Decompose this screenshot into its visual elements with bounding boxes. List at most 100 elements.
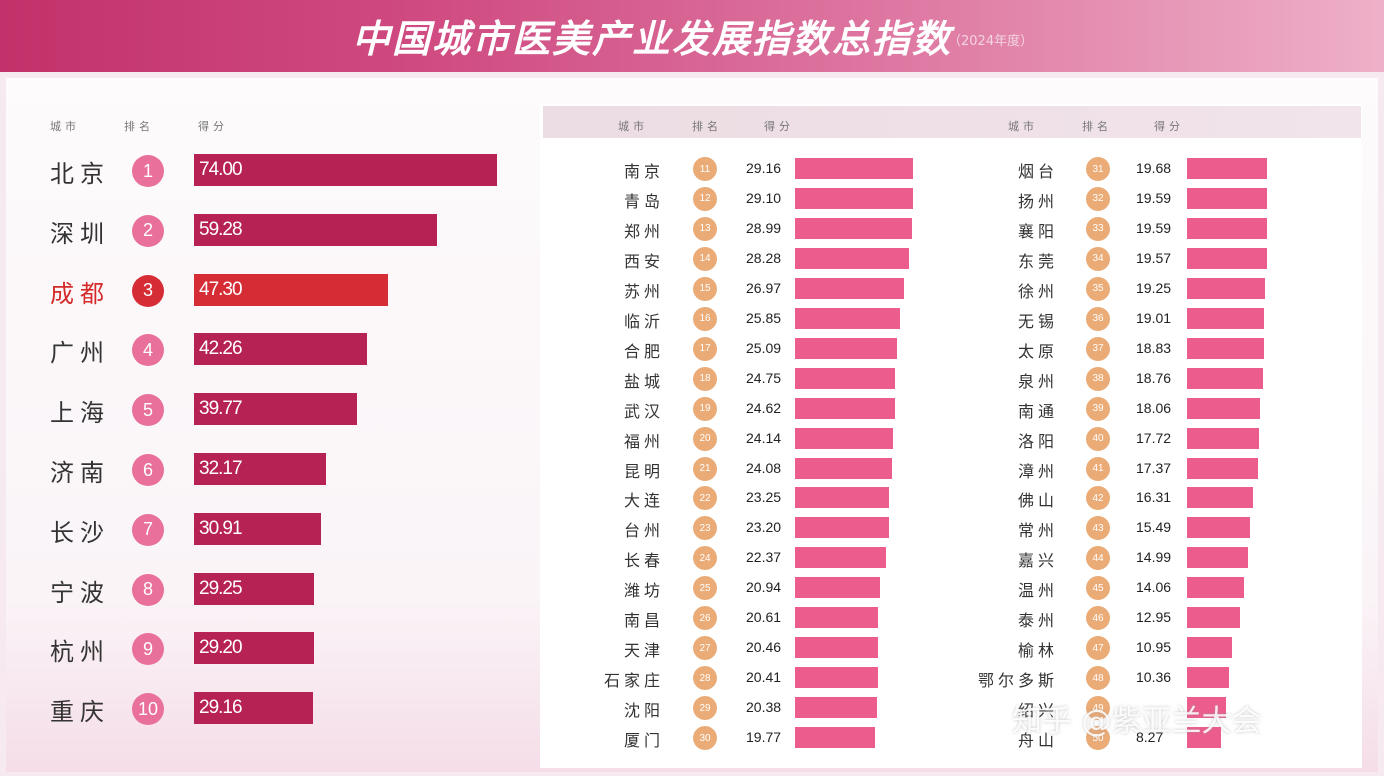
left-header-rank: 排名 — [124, 120, 154, 133]
value-label: 23.25 — [746, 489, 782, 506]
rank-badge: 16 — [693, 306, 717, 331]
city-label: 成都 — [50, 279, 110, 308]
city-label: 石家庄 — [603, 671, 664, 691]
rank-badge: 15 — [693, 276, 717, 301]
city-label: 南通 — [1017, 401, 1058, 421]
rank-badge: 23 — [693, 516, 717, 541]
value-label: 28.99 — [746, 219, 782, 236]
value-label: 19.68 — [1136, 160, 1172, 176]
value-bar — [795, 307, 900, 329]
rank-badge: 43 — [1086, 516, 1110, 541]
value-bar — [1187, 337, 1264, 359]
value-label: 24.14 — [746, 429, 782, 446]
value-bar — [194, 692, 314, 725]
value-label: 20.41 — [746, 669, 782, 686]
value-label: 10.36 — [1136, 669, 1172, 686]
value-label: 14.06 — [1136, 579, 1172, 596]
rank-badge: 48 — [1086, 666, 1110, 691]
value-label: 19.57 — [1136, 249, 1172, 266]
city-label: 烟台 — [1017, 162, 1058, 181]
value-bar — [795, 187, 913, 209]
value-bar — [1187, 457, 1258, 479]
value-label: 47.30 — [199, 278, 243, 300]
value-bar — [194, 154, 497, 186]
city-label: 郑州 — [623, 221, 664, 241]
left-header-score: 得分 — [198, 120, 228, 133]
city-label: 盐城 — [623, 371, 664, 391]
value-bar — [1187, 158, 1267, 179]
city-label: 杭州 — [50, 638, 110, 667]
rank-badge: 40 — [1086, 426, 1110, 451]
page-subtitle: （2024年度） — [948, 34, 1034, 49]
city-label: 徐州 — [1017, 281, 1058, 301]
value-bar — [194, 453, 326, 485]
city-label: 广州 — [50, 339, 110, 368]
page-title: 中国城市医美产业发展指数总指数 — [352, 17, 953, 61]
right-header-score: 得分 — [1154, 120, 1184, 133]
value-bar — [1187, 607, 1240, 629]
rank-badge: 14 — [693, 246, 717, 271]
value-bar — [1187, 577, 1245, 599]
value-bar — [795, 547, 886, 569]
city-label: 常州 — [1017, 521, 1058, 541]
value-label: 29.10 — [746, 189, 782, 206]
value-bar — [1187, 697, 1227, 719]
rank-badge: 45 — [1086, 576, 1110, 601]
value-label: 26.97 — [746, 279, 782, 296]
city-label: 襄阳 — [1017, 221, 1058, 241]
value-label: 20.94 — [746, 579, 782, 596]
value-bar — [194, 393, 357, 426]
value-label: 12.95 — [1136, 609, 1172, 626]
rank-badge: 44 — [1086, 546, 1110, 571]
rank-badge: 31 — [1086, 157, 1110, 181]
rank-badge: 29 — [693, 696, 717, 721]
city-label: 扬州 — [1017, 191, 1058, 211]
rank-badge: 13 — [693, 216, 717, 241]
value-bar — [1187, 367, 1264, 389]
value-bar — [1187, 397, 1261, 419]
value-label: 22.37 — [746, 549, 782, 566]
city-label: 苏州 — [623, 281, 664, 301]
rank-badge: 33 — [1086, 216, 1110, 241]
city-label: 漳州 — [1017, 461, 1058, 481]
city-label: 天津 — [623, 641, 664, 661]
rank-badge: 8 — [132, 573, 164, 606]
rank-badge: 7 — [132, 513, 164, 546]
value-bar — [194, 512, 321, 545]
value-bar — [194, 273, 388, 306]
city-label: 南昌 — [623, 611, 664, 631]
rank-badge: 3 — [132, 274, 164, 307]
rank-badge: 36 — [1086, 306, 1110, 331]
value-label: 32.17 — [199, 458, 243, 479]
city-label: 福州 — [623, 431, 664, 451]
value-label: 17.37 — [1136, 459, 1172, 476]
city-label: 潍坊 — [623, 581, 664, 601]
value-bar — [1187, 217, 1267, 239]
rank-badge: 17 — [693, 336, 717, 361]
rank-badge: 49 — [1086, 696, 1110, 721]
rank-badge: 27 — [693, 636, 717, 661]
value-label: 29.25 — [199, 577, 243, 599]
value-label: 29.16 — [746, 160, 782, 176]
value-bar — [194, 333, 368, 366]
city-label: 泰州 — [1017, 611, 1058, 631]
city-label: 青岛 — [623, 191, 664, 211]
value-bar — [1187, 277, 1266, 299]
right-header-rank: 排名 — [1082, 120, 1112, 133]
rank-badge: 47 — [1086, 636, 1110, 661]
value-bar — [194, 572, 314, 605]
value-bar — [194, 213, 437, 246]
value-label: 16.31 — [1136, 489, 1172, 506]
rank-badge: 32 — [1086, 186, 1110, 211]
rank-badge: 46 — [1086, 606, 1110, 631]
value-label: 20.61 — [746, 609, 782, 626]
city-label: 长春 — [623, 551, 664, 571]
watermark: 知乎 @紫亚兰大会 — [1012, 704, 1262, 739]
rank-badge: 39 — [1086, 396, 1110, 421]
rank-badge: 19 — [693, 396, 717, 421]
city-label: 北京 — [50, 160, 110, 188]
city-label: 泉州 — [1017, 371, 1058, 391]
value-label: 23.20 — [746, 519, 782, 536]
city-label: 昆明 — [623, 461, 664, 481]
value-label: 28.28 — [746, 249, 782, 266]
